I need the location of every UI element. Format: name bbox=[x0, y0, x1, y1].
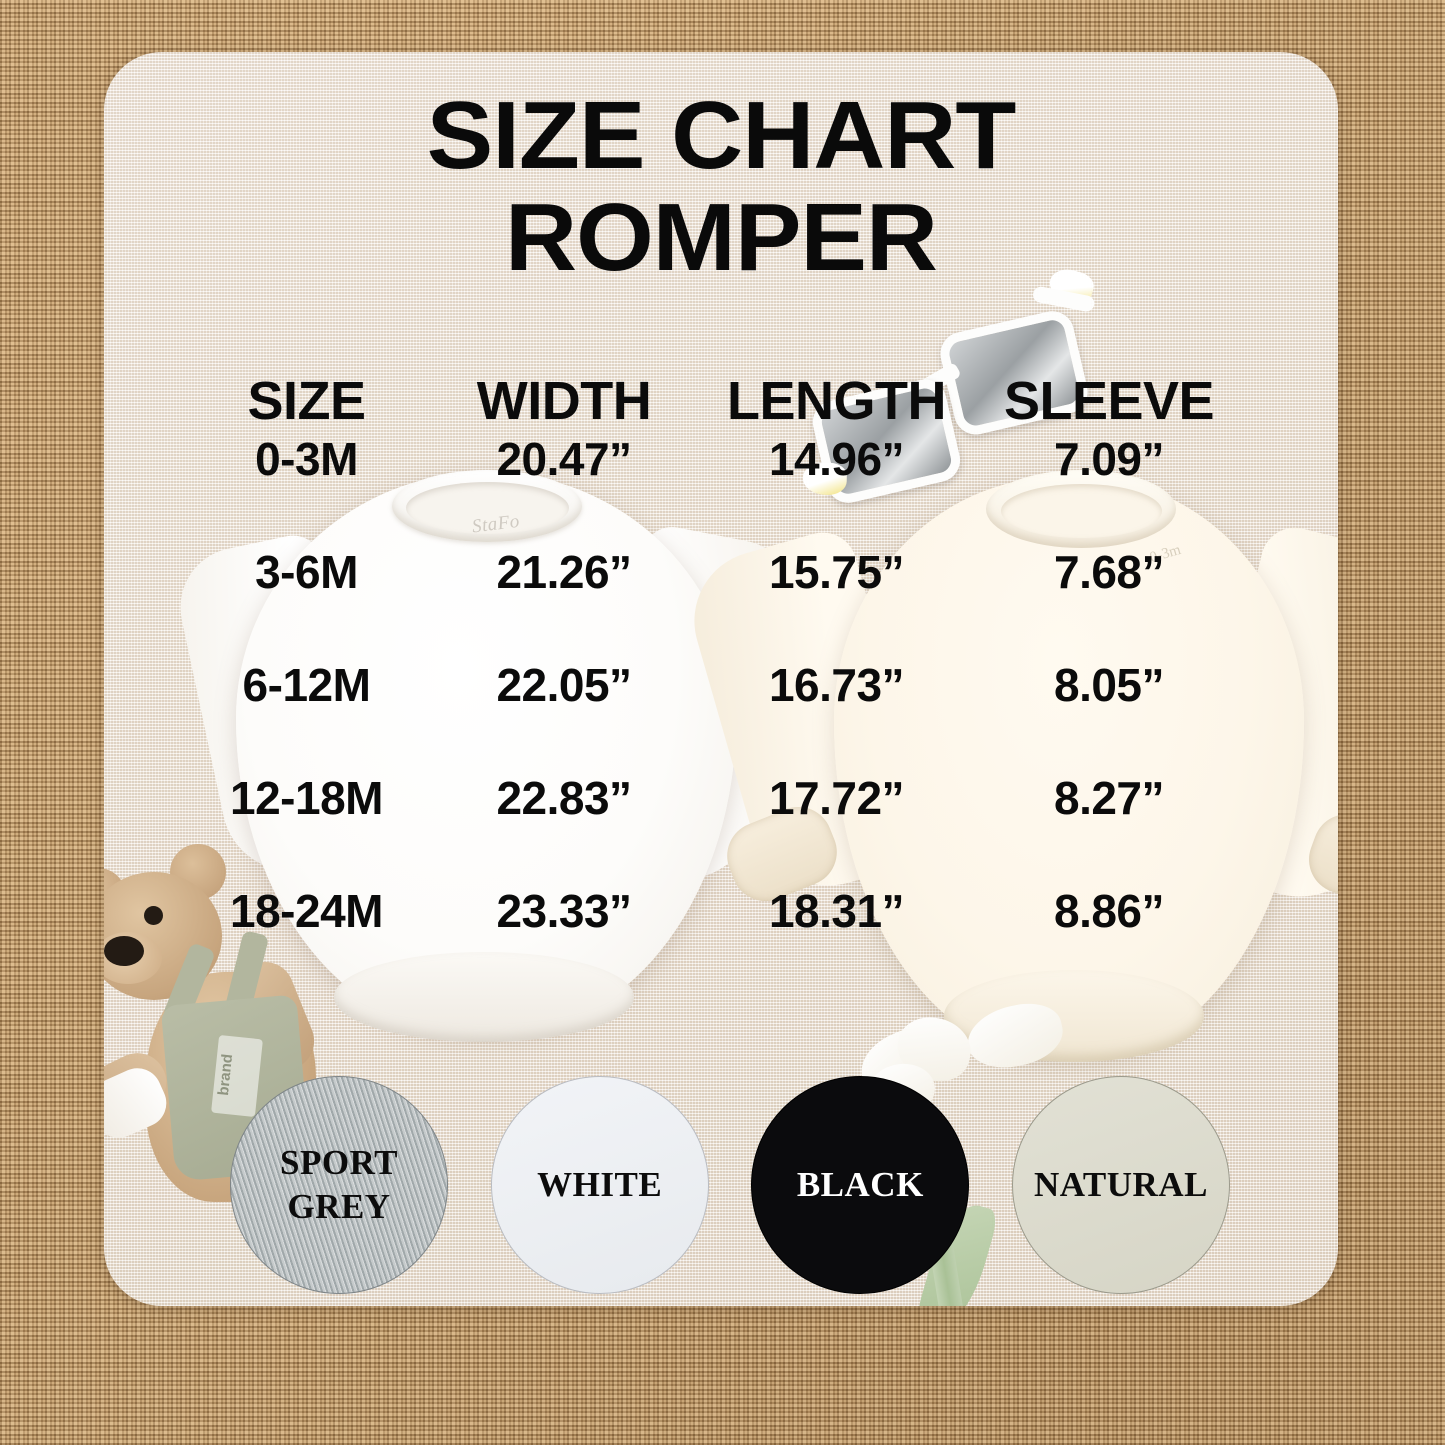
color-swatch-row: SPORT GREY WHITE BLACK NATURAL bbox=[230, 1076, 1230, 1294]
column-header-width: WIDTH bbox=[476, 371, 652, 431]
teddy-arm-left bbox=[104, 1043, 177, 1145]
color-swatch-label: SPORT GREY bbox=[280, 1143, 398, 1226]
table-header-row: SIZE WIDTH LENGTH SLEEVE bbox=[184, 370, 1264, 432]
column-header-length: LENGTH bbox=[727, 371, 947, 431]
cell-sleeve: 7.09” bbox=[1053, 433, 1165, 485]
cell-width: 22.05” bbox=[496, 659, 632, 711]
cell-length: 14.96” bbox=[768, 433, 905, 485]
teddy-nose bbox=[104, 936, 144, 966]
table-row: 6-12M 22.05” 16.73” 8.05” bbox=[184, 658, 1264, 771]
cell-sleeve: 8.05” bbox=[1053, 659, 1165, 711]
cell-length: 17.72” bbox=[768, 772, 905, 824]
sunglasses-temple-arm bbox=[1031, 285, 1096, 313]
color-swatch-label: WHITE bbox=[537, 1165, 663, 1204]
cell-width: 20.47” bbox=[496, 433, 632, 485]
cell-size: 3-6M bbox=[255, 546, 358, 598]
color-swatch-white[interactable]: WHITE bbox=[490, 1076, 709, 1294]
color-swatch-sport-grey[interactable]: SPORT GREY bbox=[230, 1076, 448, 1294]
page-title: SIZE CHART ROMPER bbox=[104, 82, 1338, 292]
cell-size: 12-18M bbox=[230, 772, 383, 824]
teddy-snout bbox=[104, 932, 162, 984]
column-header-size: SIZE bbox=[247, 371, 366, 431]
cell-sleeve: 7.68” bbox=[1053, 546, 1165, 598]
color-swatch-label: BLACK bbox=[796, 1165, 924, 1204]
cell-width: 23.33” bbox=[496, 885, 632, 937]
teddy-eye bbox=[144, 906, 163, 925]
color-swatch-natural[interactable]: NATURAL bbox=[1011, 1076, 1230, 1294]
size-chart-card: StaFo 0-3m bbox=[104, 52, 1338, 1306]
cell-sleeve: 8.86” bbox=[1053, 885, 1165, 937]
title-line-1: SIZE CHART bbox=[426, 82, 1017, 189]
cell-width: 21.26” bbox=[496, 546, 632, 598]
column-header-sleeve: SLEEVE bbox=[1003, 371, 1215, 431]
table-row: 0-3M 20.47” 14.96” 7.09” bbox=[184, 432, 1264, 545]
tulip-petal-back bbox=[961, 996, 1069, 1076]
table-row: 12-18M 22.83” 17.72” 8.27” bbox=[184, 771, 1264, 884]
cell-sleeve: 8.27” bbox=[1053, 772, 1165, 824]
teddy-ear-left bbox=[104, 868, 126, 924]
cell-width: 22.83” bbox=[496, 772, 632, 824]
title-line-2: ROMPER bbox=[505, 184, 938, 292]
cell-length: 18.31” bbox=[768, 885, 905, 937]
cell-length: 16.73” bbox=[768, 659, 905, 711]
color-swatch-label: NATURAL bbox=[1033, 1165, 1208, 1204]
table-row: 18-24M 23.33” 18.31” 8.86” bbox=[184, 884, 1264, 997]
measurements-table: SIZE WIDTH LENGTH SLEEVE 0-3M 20.47” 14.… bbox=[184, 370, 1264, 997]
teddy-sock bbox=[104, 1060, 175, 1146]
cell-length: 15.75” bbox=[768, 546, 905, 598]
cell-size: 6-12M bbox=[242, 659, 371, 711]
cell-size: 0-3M bbox=[255, 433, 358, 485]
color-swatch-black[interactable]: BLACK bbox=[751, 1076, 970, 1294]
cream-romper-right-cuff bbox=[1299, 804, 1338, 916]
table-row: 3-6M 21.26” 15.75” 7.68” bbox=[184, 545, 1264, 658]
cell-size: 18-24M bbox=[230, 885, 383, 937]
